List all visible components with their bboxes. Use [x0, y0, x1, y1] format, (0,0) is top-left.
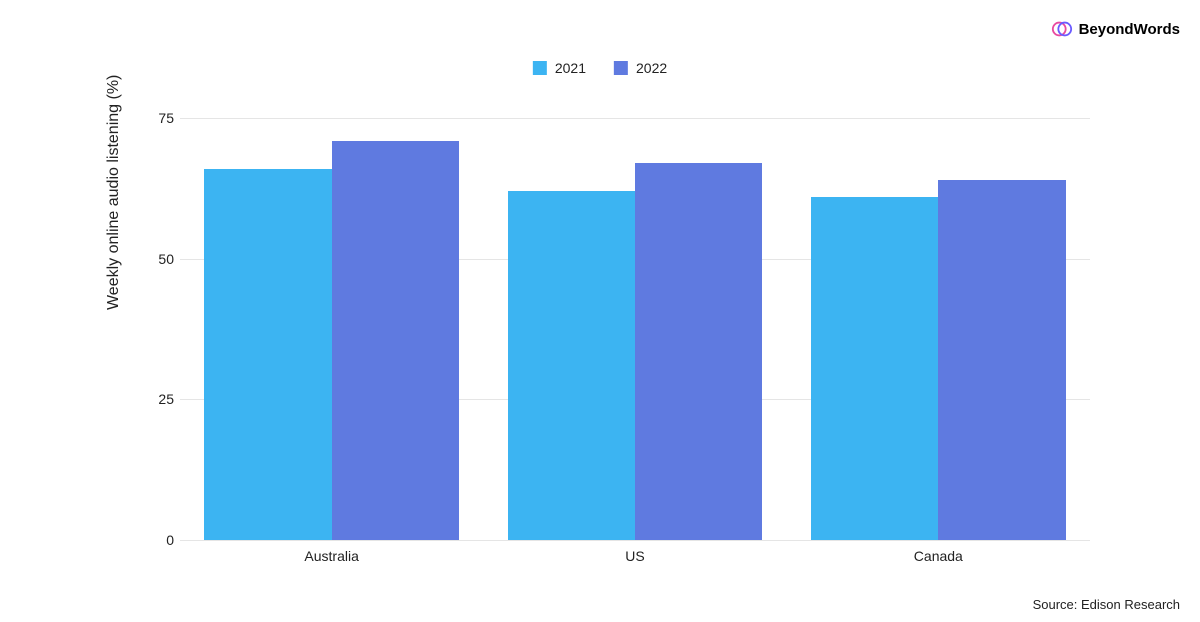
brand-logo: BeyondWords	[1051, 18, 1180, 40]
chart-legend: 2021 2022	[533, 60, 667, 76]
y-tick-label: 75	[150, 110, 174, 126]
legend-label: 2021	[555, 60, 586, 76]
bar	[204, 169, 331, 540]
plot-area	[180, 90, 1090, 540]
legend-swatch	[533, 61, 547, 75]
y-tick-label: 25	[150, 391, 174, 407]
bar	[811, 197, 938, 540]
bar	[508, 191, 635, 540]
bar	[635, 163, 762, 540]
y-axis-label: Weekly online audio listening (%)	[105, 75, 123, 310]
x-tick-label: Australia	[304, 548, 358, 564]
y-tick-label: 50	[150, 251, 174, 267]
y-tick-label: 0	[150, 532, 174, 548]
legend-swatch	[614, 61, 628, 75]
bar	[332, 141, 459, 540]
brand-name: BeyondWords	[1079, 21, 1180, 38]
gridline	[180, 540, 1090, 541]
bar	[938, 180, 1065, 540]
chart-area: 0255075AustraliaUSCanada	[130, 90, 1090, 560]
gridline	[180, 118, 1090, 119]
chart-source: Source: Edison Research	[1033, 597, 1180, 612]
source-prefix: Source:	[1033, 597, 1081, 612]
legend-label: 2022	[636, 60, 667, 76]
brand-logo-icon	[1051, 18, 1073, 40]
legend-item: 2022	[614, 60, 667, 76]
x-tick-label: US	[625, 548, 644, 564]
x-tick-label: Canada	[914, 548, 963, 564]
legend-item: 2021	[533, 60, 586, 76]
source-name: Edison Research	[1081, 597, 1180, 612]
